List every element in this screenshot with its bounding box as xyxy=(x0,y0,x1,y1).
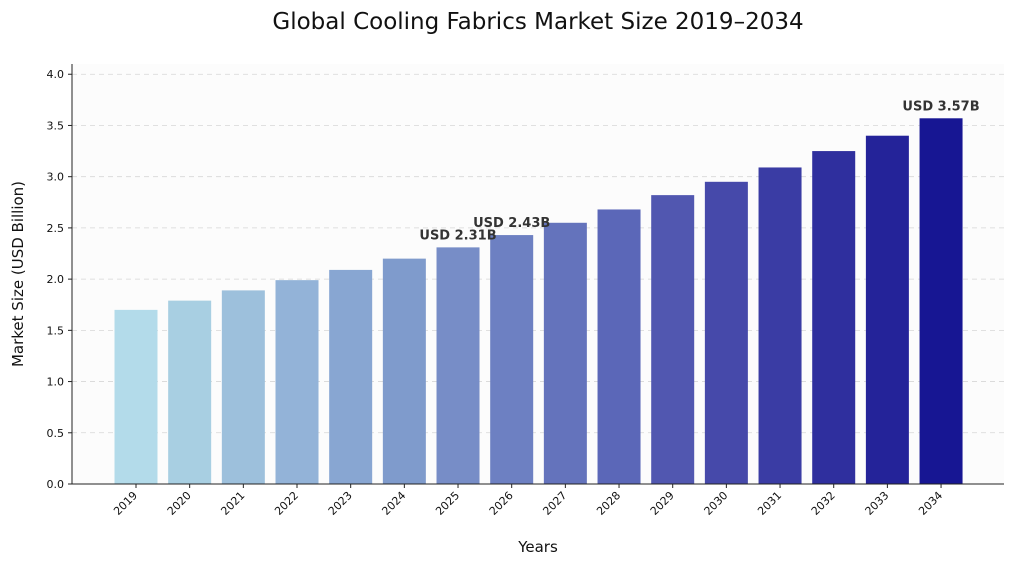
chart-title: Global Cooling Fabrics Market Size 2019–… xyxy=(272,9,803,35)
bar-2033 xyxy=(865,135,909,484)
x-tick-label: 2030 xyxy=(701,489,730,518)
y-tick-label: 2.5 xyxy=(47,222,65,235)
x-tick-label: 2024 xyxy=(379,489,408,518)
y-axis-label: Market Size (USD Billion) xyxy=(9,181,27,367)
x-axis-ticks: 2019 2020 2021 2022 2023 2024 2025 2026 2027 2028… xyxy=(111,484,945,518)
y-axis-ticks: 0.0 0.5 1.0 1.5 2.0 2.5 3.0 3.5 4.0 xyxy=(47,68,72,491)
bar-2034 xyxy=(919,118,963,484)
y-tick-label: 1.0 xyxy=(47,376,65,389)
bar-2032 xyxy=(812,151,856,484)
bar-2031 xyxy=(758,167,802,484)
y-tick-label: 0.5 xyxy=(47,427,65,440)
x-tick-label: 2033 xyxy=(863,489,892,518)
y-tick-label: 3.5 xyxy=(47,119,65,132)
x-tick-label: 2031 xyxy=(755,489,784,518)
bar-2025 xyxy=(436,247,480,484)
x-tick-label: 2027 xyxy=(540,489,569,518)
x-axis-label: Years xyxy=(517,538,558,556)
y-tick-label: 2.0 xyxy=(47,273,65,286)
x-tick-label: 2023 xyxy=(326,489,355,518)
x-tick-label: 2026 xyxy=(487,489,516,518)
bar-2030 xyxy=(704,181,748,484)
data-label-2034: USD 3.57B xyxy=(902,99,979,114)
y-tick-label: 4.0 xyxy=(47,68,65,81)
data-label-2025: USD 2.31B xyxy=(419,228,496,243)
bars xyxy=(114,118,963,484)
plot-area xyxy=(72,64,1004,484)
bar-2028 xyxy=(597,209,641,484)
x-tick-label: 2019 xyxy=(111,489,140,518)
x-tick-label: 2029 xyxy=(648,489,677,518)
bar-2027 xyxy=(543,222,587,484)
y-tick-label: 0.0 xyxy=(47,478,65,491)
x-tick-label: 2034 xyxy=(916,489,945,518)
x-tick-label: 2022 xyxy=(272,489,301,518)
x-tick-label: 2032 xyxy=(809,489,838,518)
bar-2019 xyxy=(114,309,158,484)
bar-2024 xyxy=(382,258,426,484)
bar-2020 xyxy=(168,300,212,484)
bar-2022 xyxy=(275,280,319,484)
bar-2023 xyxy=(329,269,373,484)
x-tick-label: 2028 xyxy=(594,489,623,518)
y-tick-label: 1.5 xyxy=(47,324,65,337)
x-tick-label: 2025 xyxy=(433,489,462,518)
bar-2026 xyxy=(490,235,534,484)
bar-2029 xyxy=(651,195,695,484)
x-tick-label: 2020 xyxy=(165,489,194,518)
y-tick-label: 3.0 xyxy=(47,171,65,184)
bar-2021 xyxy=(221,290,265,484)
x-tick-label: 2021 xyxy=(218,489,247,518)
data-label-2026: USD 2.43B xyxy=(473,216,550,231)
